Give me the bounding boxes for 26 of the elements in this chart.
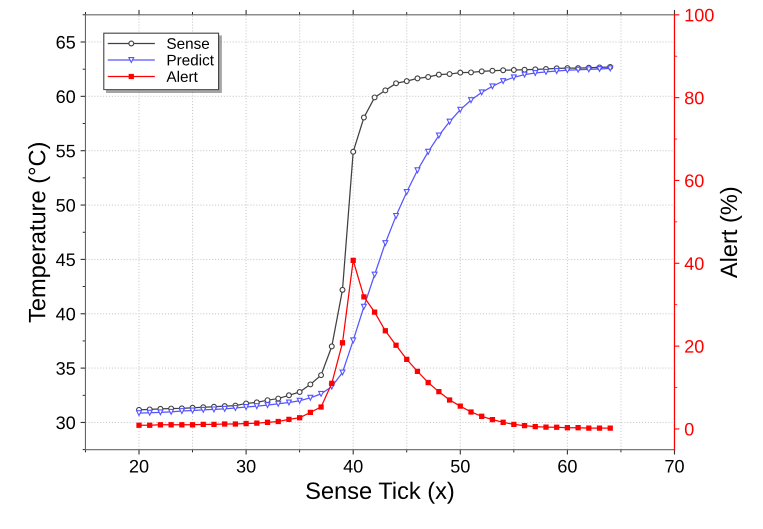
y-tick-label: 40: [56, 308, 76, 320]
x-axis-title: Sense Tick (x): [306, 482, 454, 504]
y2-tick-label: 100: [686, 8, 714, 22]
y-tick-label: 50: [56, 198, 76, 212]
y-tick-label: 45: [56, 254, 75, 266]
x-tick-label: 50: [450, 460, 470, 473]
x-tick-label: 70: [665, 460, 684, 473]
y2-tick-label: 20: [685, 340, 704, 353]
y-axis-title: Temperature (°C): [28, 143, 50, 322]
legend-label: Predict: [168, 54, 214, 66]
y-tick-label: 65: [56, 36, 75, 49]
y2-axis-title: Alert (%): [720, 188, 742, 278]
y-tick-label: 55: [56, 144, 75, 158]
x-tick-label: 60: [558, 460, 577, 473]
legend-label: Sense: [167, 38, 210, 49]
y-tick-label: 35: [56, 362, 75, 375]
x-tick-label: 30: [236, 460, 256, 473]
x-tick-label: 20: [130, 460, 148, 473]
y-tick-label: 60: [56, 90, 76, 104]
y2-tick-label: 60: [685, 174, 704, 188]
x-tick-label: 40: [344, 460, 363, 473]
y2-tick-label: 40: [684, 257, 704, 270]
y2-tick-label: 0: [684, 422, 694, 436]
y2-tick-label: 80: [685, 92, 704, 104]
legend-label: Alert: [166, 70, 198, 82]
y-tick-label: 30: [56, 416, 76, 430]
